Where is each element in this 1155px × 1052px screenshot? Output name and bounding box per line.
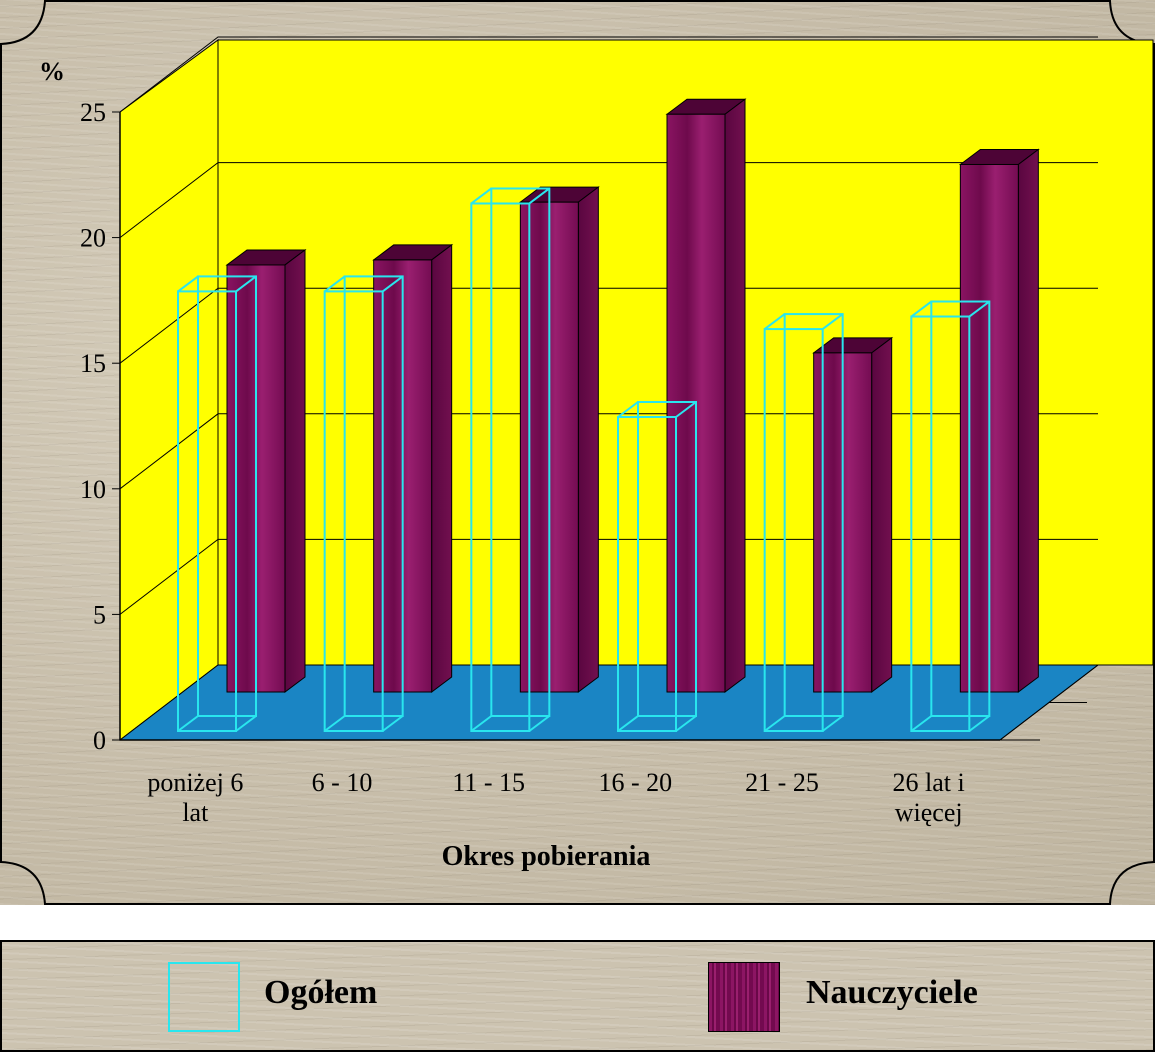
x-tick-label: 11 - 15	[452, 768, 525, 797]
bar-ogolem	[763, 328, 824, 732]
x-tick-label: 21 - 25	[745, 768, 819, 797]
bar-ogolem	[617, 416, 677, 732]
bar-ogolem	[323, 290, 384, 732]
x-tick-label: 26 lat i	[893, 768, 965, 797]
bar-ogolem	[177, 290, 237, 732]
bar-ogolem-edge	[675, 715, 697, 732]
bar-ogolem-edge	[764, 313, 786, 330]
gridline	[119, 162, 1098, 238]
bar-ogolem-edge	[968, 300, 990, 318]
legend-label-nauczyciele: Nauczyciele	[806, 974, 978, 1011]
bar-ogolem-edge	[910, 715, 932, 732]
bar-ogolem-back	[490, 187, 551, 718]
bar-ogolem-edge	[617, 715, 639, 732]
y-tick-label: 10	[80, 475, 106, 504]
legend: Ogółem Nauczyciele	[0, 940, 1155, 1052]
y-axis-label: %	[39, 57, 65, 86]
gridline	[119, 538, 1098, 615]
bar-ogolem-back	[930, 300, 991, 717]
x-tick-label: 6 - 10	[312, 768, 373, 797]
gridline	[119, 287, 1098, 364]
gridline	[119, 36, 1098, 113]
bar-nauczyciele-side	[284, 248, 306, 693]
bar-ogolem-edge	[324, 715, 346, 732]
y-tick-label: 20	[80, 224, 106, 253]
x-tick-label: lat	[182, 798, 209, 827]
bar-ogolem-back	[343, 275, 404, 717]
y-tick-label: 15	[80, 349, 106, 378]
bar-ogolem-edge	[910, 300, 932, 318]
bar-ogolem-edge	[764, 715, 786, 732]
bar-nauczyciele-side	[1017, 148, 1039, 693]
bar-ogolem-edge	[324, 275, 346, 293]
bar-ogolem-edge	[177, 275, 199, 293]
bar-nauczyciele-side	[577, 186, 599, 693]
bar-ogolem-edge	[382, 715, 404, 732]
frame-border	[0, 0, 1155, 905]
bar-nauczyciele-side	[871, 336, 893, 693]
bar-ogolem-edge	[617, 401, 639, 418]
bar-ogolem-edge	[528, 187, 550, 205]
bar-ogolem-edge	[235, 715, 257, 732]
chart-panel: 0 5 10 15 20 25 poniżej 6 lat 6 - 10 11 - 15 16 - …	[0, 0, 1155, 905]
bar-ogolem	[470, 202, 531, 733]
y-tick-label: 5	[93, 600, 106, 629]
bar-ogolem-edge	[235, 275, 257, 293]
bar-ogolem-edge	[470, 187, 492, 205]
legend-label-ogolem: Ogółem	[264, 974, 378, 1011]
side-wall	[119, 39, 219, 742]
legend-swatch-nauczyciele	[708, 962, 780, 1032]
x-tick-label: więcej	[895, 798, 963, 827]
bar-nauczyciele-side	[431, 243, 453, 693]
bar-ogolem-edge	[382, 275, 404, 293]
bar-ogolem-edge	[822, 715, 844, 732]
bar-ogolem-edge	[528, 715, 550, 732]
legend-swatch-ogolem	[168, 962, 240, 1032]
bar-ogolem-back	[637, 401, 697, 717]
bar-ogolem	[910, 315, 971, 732]
x-tick-label: 16 - 20	[598, 768, 672, 797]
bar-nauczyciele-side	[724, 98, 746, 693]
gridline	[119, 413, 1098, 490]
bar-ogolem-back	[197, 275, 257, 717]
bar-ogolem-edge	[177, 715, 199, 732]
y-tick-label: 0	[93, 726, 106, 755]
bar-ogolem-edge	[822, 313, 844, 330]
x-tick-label: poniżej 6	[147, 768, 243, 797]
bar-ogolem-edge	[675, 401, 697, 418]
bar-ogolem-edge	[968, 715, 990, 732]
x-axis-label: Okres pobierania	[442, 841, 651, 872]
y-tick-label: 25	[80, 98, 106, 127]
bar-ogolem-edge	[470, 715, 492, 732]
bar-ogolem-back	[783, 313, 844, 717]
